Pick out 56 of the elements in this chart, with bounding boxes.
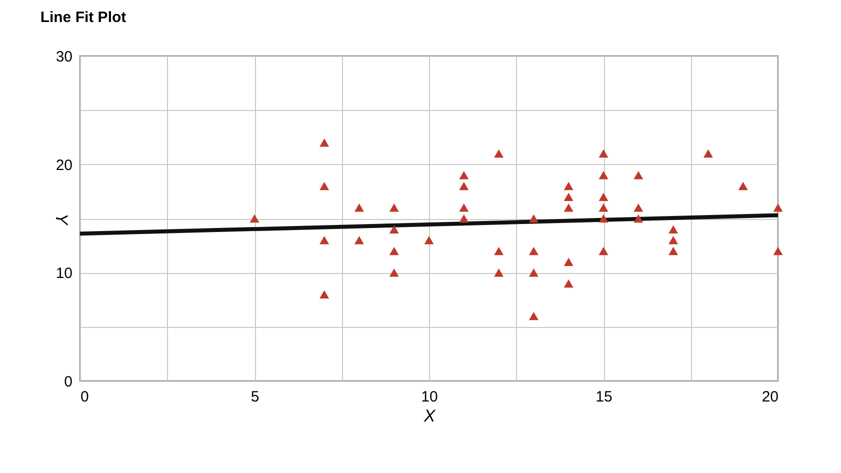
- point: [668, 246, 678, 256]
- x-tick-label: 10: [421, 388, 438, 406]
- point: [320, 182, 330, 190]
- point: [320, 236, 330, 244]
- point: [389, 246, 399, 256]
- point: [703, 149, 713, 158]
- x-tick-label: 20: [762, 388, 778, 406]
- x-tick-label: 5: [250, 388, 260, 406]
- point: [598, 246, 608, 256]
- point: [634, 171, 644, 180]
- point: [773, 204, 783, 212]
- point: [494, 268, 504, 277]
- point: [354, 236, 364, 244]
- point: [320, 290, 330, 298]
- x-tick-label: 0: [80, 388, 89, 406]
- point: [389, 268, 399, 277]
- point: [598, 204, 608, 212]
- point: [389, 225, 399, 234]
- point: [634, 204, 644, 212]
- point: [773, 246, 783, 256]
- point: [459, 171, 469, 180]
- y-axis-title: Y: [52, 213, 71, 226]
- point: [528, 214, 538, 223]
- point: [528, 246, 538, 256]
- point: [494, 149, 504, 158]
- x-tick-label: 15: [596, 388, 612, 406]
- point: [494, 246, 504, 256]
- point: [564, 182, 574, 190]
- y-tick-label: 20: [56, 156, 72, 174]
- point: [668, 225, 678, 234]
- y-tick-label: 0: [64, 374, 72, 390]
- point: [320, 138, 330, 147]
- point: [389, 204, 399, 212]
- point: [668, 236, 678, 244]
- point: [634, 214, 644, 223]
- x-axis-title: X: [422, 406, 436, 426]
- y-tick-label: 30: [56, 48, 72, 66]
- point: [459, 214, 469, 223]
- point: [459, 204, 469, 212]
- point: [564, 192, 574, 201]
- chart-title: Line Fit Plot: [40, 9, 126, 26]
- point: [598, 171, 608, 180]
- point: [564, 204, 574, 212]
- point: [598, 149, 608, 158]
- point: [528, 312, 538, 320]
- point: [598, 214, 608, 223]
- point: [424, 236, 434, 244]
- point: [528, 268, 538, 277]
- point: [459, 182, 469, 190]
- point: [738, 182, 748, 190]
- point: [250, 214, 260, 223]
- point: [564, 279, 574, 288]
- point: [598, 192, 608, 201]
- point: [564, 258, 574, 266]
- point: [354, 204, 364, 212]
- y-tick-label: 10: [56, 265, 72, 282]
